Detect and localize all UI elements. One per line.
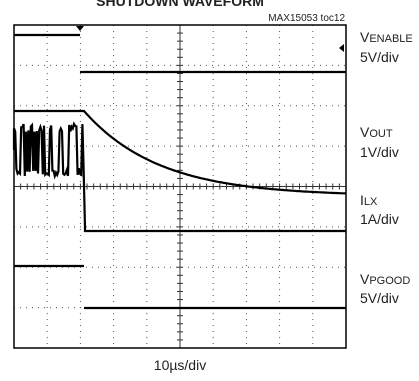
channel-scale: 5V/div bbox=[360, 49, 399, 65]
vout-trace bbox=[14, 109, 347, 195]
channel-name: VOUT bbox=[360, 124, 393, 140]
level-marker bbox=[339, 44, 344, 52]
enable-trace bbox=[14, 33, 346, 74]
channel-name: VPGOOD bbox=[360, 271, 410, 287]
pgood-trace bbox=[14, 264, 346, 310]
channel-scale: 1V/div bbox=[360, 144, 399, 160]
figure-id: MAX15053 toc12 bbox=[268, 13, 345, 24]
channel-labels: VENABLE 5V/div VOUT 1V/div ILX 1A/div VP… bbox=[360, 29, 413, 306]
timebase: 10µs/div bbox=[154, 357, 206, 373]
channel-name: VENABLE bbox=[360, 29, 413, 45]
channel-scale: 5V/div bbox=[360, 290, 399, 306]
channel-scale: 1A/div bbox=[360, 211, 399, 227]
title: SHUTDOWN WAVEFORM bbox=[96, 0, 264, 9]
traces bbox=[12, 26, 347, 310]
ilx-trace bbox=[12, 121, 87, 229]
graticule bbox=[13, 24, 347, 349]
trigger-marker bbox=[76, 26, 84, 31]
ilx-off-trace bbox=[83, 228, 346, 233]
channel-name: ILX bbox=[360, 192, 378, 208]
screen-frame bbox=[13, 24, 347, 349]
